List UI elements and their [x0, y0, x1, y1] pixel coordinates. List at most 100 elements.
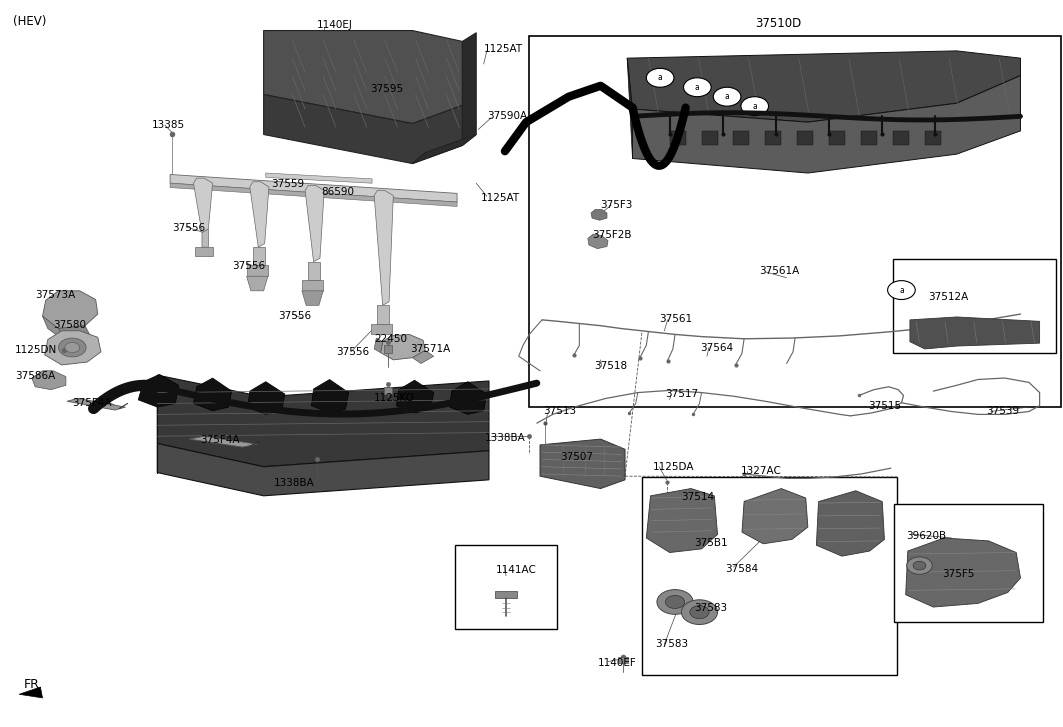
- Text: 13385: 13385: [152, 120, 185, 130]
- Circle shape: [646, 68, 674, 87]
- Text: 37517: 37517: [665, 389, 698, 399]
- Polygon shape: [170, 183, 457, 206]
- Polygon shape: [702, 131, 718, 145]
- Polygon shape: [412, 134, 476, 164]
- Polygon shape: [264, 95, 462, 164]
- Text: 375F4A: 375F4A: [200, 435, 239, 445]
- Polygon shape: [43, 316, 64, 340]
- Polygon shape: [384, 387, 392, 394]
- Circle shape: [684, 78, 711, 97]
- Polygon shape: [308, 262, 320, 280]
- Text: 37573A: 37573A: [35, 290, 75, 300]
- Polygon shape: [302, 280, 323, 291]
- Text: 375F3: 375F3: [601, 200, 632, 210]
- Polygon shape: [396, 380, 434, 413]
- Bar: [893, 259, 1056, 353]
- Text: 1125AT: 1125AT: [480, 193, 520, 203]
- Polygon shape: [302, 291, 323, 305]
- Polygon shape: [377, 305, 389, 324]
- Polygon shape: [193, 378, 232, 411]
- Polygon shape: [157, 443, 489, 496]
- Polygon shape: [253, 247, 265, 265]
- Text: 37512A: 37512A: [928, 292, 968, 302]
- Text: 1125AT: 1125AT: [484, 44, 523, 54]
- Text: 37564: 37564: [701, 342, 733, 353]
- Circle shape: [681, 600, 718, 624]
- Text: 375F5: 375F5: [942, 569, 974, 579]
- Polygon shape: [829, 131, 845, 145]
- Text: 1141AC: 1141AC: [495, 565, 536, 575]
- Text: 37556: 37556: [172, 223, 205, 233]
- Text: 1140EF: 1140EF: [597, 658, 636, 668]
- Text: 37595: 37595: [370, 84, 403, 94]
- Polygon shape: [906, 538, 1020, 607]
- Polygon shape: [374, 338, 383, 353]
- Polygon shape: [816, 491, 884, 556]
- Polygon shape: [67, 398, 125, 410]
- Text: 22450: 22450: [374, 334, 407, 344]
- Polygon shape: [910, 317, 1040, 349]
- Polygon shape: [618, 657, 628, 663]
- Text: 1338BA: 1338BA: [274, 478, 315, 489]
- Polygon shape: [861, 131, 877, 145]
- Bar: [529, 36, 1061, 407]
- Polygon shape: [248, 382, 285, 414]
- Text: 375B1: 375B1: [694, 538, 728, 548]
- Text: 37584: 37584: [725, 563, 758, 574]
- Text: 37590A: 37590A: [487, 111, 527, 121]
- Bar: [642, 477, 897, 675]
- Polygon shape: [627, 51, 1020, 122]
- Text: 39620B: 39620B: [906, 531, 946, 541]
- Text: 37561A: 37561A: [759, 266, 799, 276]
- Text: 1327AC: 1327AC: [741, 466, 781, 476]
- Text: 37556: 37556: [232, 261, 265, 271]
- Polygon shape: [189, 436, 257, 447]
- Text: 37518: 37518: [594, 361, 627, 371]
- Circle shape: [65, 342, 80, 353]
- Circle shape: [913, 561, 926, 570]
- Circle shape: [690, 606, 709, 619]
- Circle shape: [58, 338, 86, 357]
- Polygon shape: [247, 265, 268, 276]
- Polygon shape: [797, 131, 813, 145]
- Text: 375F2B: 375F2B: [592, 230, 631, 240]
- Circle shape: [713, 87, 741, 106]
- Polygon shape: [138, 374, 179, 407]
- Bar: [455, 545, 557, 629]
- Polygon shape: [250, 182, 269, 247]
- Polygon shape: [450, 382, 487, 414]
- Polygon shape: [893, 131, 909, 145]
- Text: 37583: 37583: [694, 603, 727, 614]
- Text: 37539: 37539: [986, 406, 1019, 417]
- Polygon shape: [43, 291, 98, 329]
- Polygon shape: [202, 229, 208, 247]
- Bar: [894, 504, 1043, 622]
- Polygon shape: [305, 185, 324, 262]
- Polygon shape: [311, 379, 349, 413]
- Text: 375F4A: 375F4A: [72, 398, 112, 409]
- Text: 37571A: 37571A: [410, 344, 451, 354]
- Text: 37580: 37580: [53, 320, 86, 330]
- Polygon shape: [371, 324, 392, 334]
- Text: 37583: 37583: [655, 639, 688, 649]
- Polygon shape: [742, 489, 808, 544]
- Polygon shape: [540, 439, 625, 489]
- Text: a: a: [725, 92, 729, 101]
- Text: a: a: [753, 102, 757, 111]
- Polygon shape: [588, 234, 608, 249]
- Text: 37586A: 37586A: [15, 371, 55, 381]
- Polygon shape: [765, 131, 781, 145]
- Text: 37514: 37514: [681, 491, 714, 502]
- Text: (HEV): (HEV): [13, 15, 46, 28]
- Text: 37556: 37556: [279, 310, 311, 321]
- Text: 37556: 37556: [336, 347, 369, 357]
- Text: 37561: 37561: [659, 314, 692, 324]
- Polygon shape: [170, 174, 457, 202]
- Text: 37513: 37513: [543, 406, 576, 417]
- Polygon shape: [384, 345, 392, 353]
- Polygon shape: [412, 350, 434, 364]
- Polygon shape: [32, 371, 66, 390]
- Polygon shape: [495, 591, 517, 598]
- Polygon shape: [45, 331, 101, 365]
- Circle shape: [665, 595, 685, 608]
